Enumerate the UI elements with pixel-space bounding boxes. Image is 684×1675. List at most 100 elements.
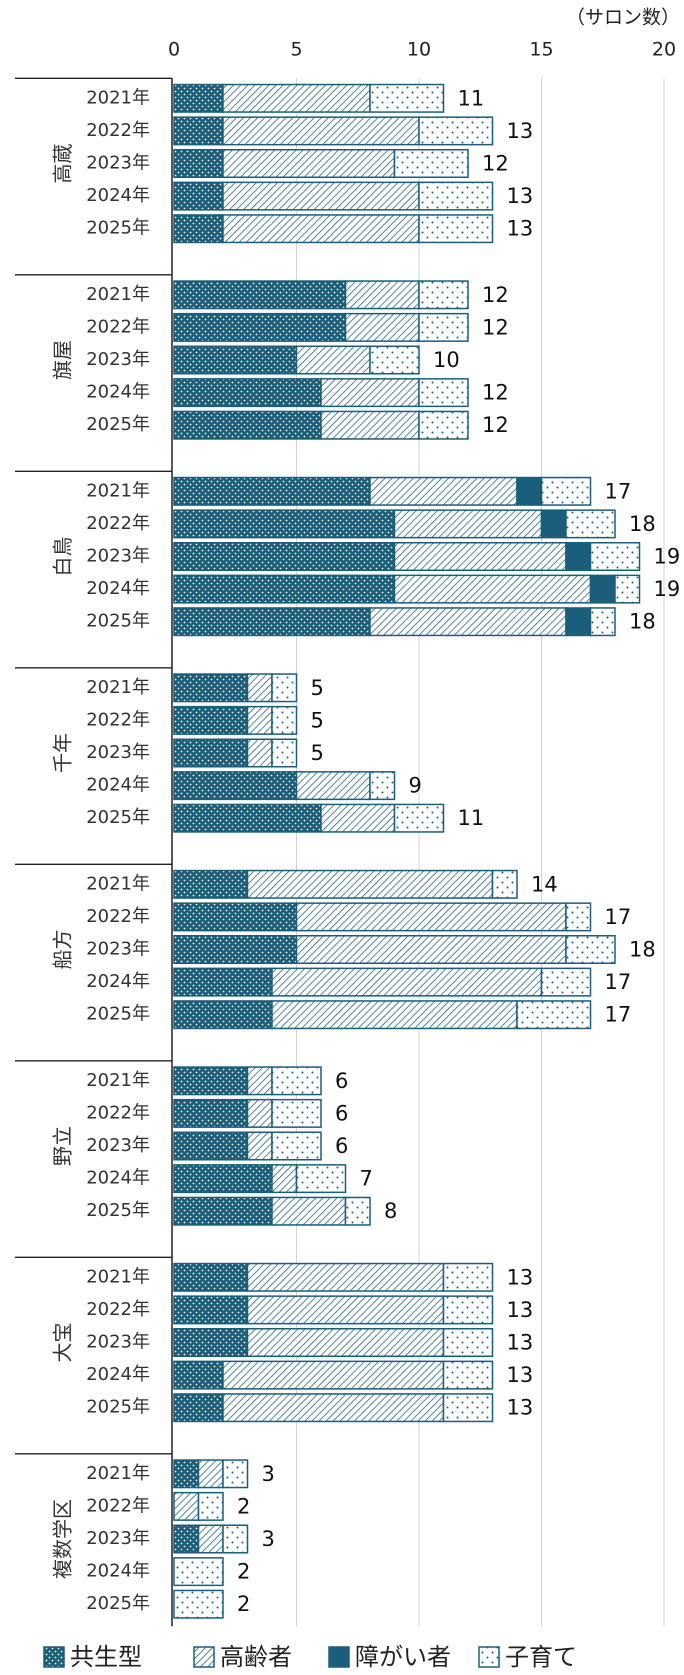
legend-swatch: [43, 1646, 65, 1668]
total-label: 12: [482, 381, 509, 405]
legend-swatch: [193, 1646, 215, 1668]
bar-segment: [246, 705, 273, 735]
bar-segment: [173, 1000, 273, 1030]
bar-segment: [246, 1295, 445, 1325]
total-label: 2: [237, 1592, 250, 1616]
group-label: 白鳥: [51, 537, 75, 577]
y-tick-label: 2024年: [86, 971, 150, 992]
bar-segment: [246, 869, 494, 899]
group-label: 大宝: [51, 1323, 75, 1363]
total-label: 18: [629, 512, 656, 536]
bar-segment: [173, 149, 224, 178]
bar-segment: [197, 1491, 224, 1521]
total-label: 13: [507, 1331, 534, 1355]
bar-segment: [173, 771, 298, 801]
bar-segment: [173, 378, 322, 408]
y-tick-label: 2024年: [86, 1561, 150, 1582]
bar-segment: [173, 1262, 249, 1292]
x-tick-label: 0: [168, 39, 180, 61]
bar-segment: [173, 1295, 249, 1325]
bar-segment: [173, 574, 396, 604]
bar-segment: [393, 509, 543, 539]
bar-segment: [246, 1131, 273, 1161]
bar-segment: [418, 181, 494, 211]
total-label: 13: [507, 1396, 534, 1420]
bar-segment: [173, 345, 298, 375]
bar-segment: [173, 607, 371, 637]
bar-segment: [222, 83, 371, 113]
bar-segment: [271, 1164, 298, 1194]
y-tick-label: 2022年: [86, 1299, 150, 1320]
group-label: 千年: [51, 733, 75, 773]
bar-segment: [589, 542, 641, 571]
bar-segment: [173, 1098, 249, 1128]
group-label: 野立: [51, 1126, 75, 1166]
bar-segment: [442, 1328, 494, 1357]
bar-segment: [295, 935, 567, 964]
total-label: 5: [311, 741, 324, 765]
bar-segment: [197, 1524, 224, 1554]
bar-segment: [173, 1524, 200, 1554]
bar-segment: [589, 607, 616, 637]
bar-segment: [565, 902, 592, 932]
bar-segment: [565, 935, 616, 964]
bar-segment: [295, 345, 371, 375]
y-tick-label: 2023年: [86, 742, 150, 763]
bar-segment: [271, 1098, 322, 1128]
y-tick-label: 2022年: [86, 709, 150, 730]
bar-segment: [173, 673, 249, 703]
y-tick-label: 2021年: [86, 873, 150, 894]
y-tick-label: 2024年: [86, 185, 150, 206]
bar-segment: [565, 542, 592, 571]
y-tick-label: 2021年: [86, 1463, 150, 1484]
bar-segment: [173, 1328, 249, 1357]
y-tick-label: 2023年: [86, 939, 150, 960]
y-tick-label: 2025年: [86, 807, 150, 828]
y-tick-label: 2025年: [86, 1397, 150, 1418]
bar-segment: [197, 1459, 224, 1489]
bar-segment: [246, 1262, 445, 1292]
bar-segment: [369, 476, 518, 506]
bar-segment: [393, 149, 469, 178]
bar-segment: [246, 738, 273, 768]
legend-label: 子育て: [505, 1643, 577, 1671]
legend: 共生型 高齢者 障がい者 子育て: [43, 1643, 577, 1671]
bar-segment: [418, 312, 469, 342]
y-tick-label: 2021年: [86, 284, 150, 305]
total-label: 6: [335, 1069, 348, 1093]
total-label: 13: [507, 1265, 534, 1289]
bar-segment: [173, 705, 249, 735]
bar-segment: [173, 902, 298, 932]
bar-segment: [540, 476, 592, 506]
bar-segment: [516, 1000, 592, 1030]
unit-label: （サロン数）: [566, 7, 680, 29]
total-label: 8: [384, 1199, 397, 1223]
total-label: 2: [237, 1560, 250, 1584]
bar-segment: [344, 280, 420, 310]
y-tick-label: 2023年: [86, 1332, 150, 1353]
bar-segment: [393, 542, 567, 571]
bar-segment: [173, 738, 249, 768]
total-label: 11: [458, 86, 485, 110]
y-tick-label: 2023年: [86, 153, 150, 174]
bar-segment: [173, 509, 396, 539]
bar-segment: [222, 116, 420, 146]
bar-segment: [320, 803, 396, 833]
bar-segment: [271, 1000, 518, 1030]
total-label: 14: [531, 872, 558, 896]
bar-segment: [271, 673, 298, 703]
total-label: 13: [507, 184, 534, 208]
bar-segment: [173, 1393, 224, 1423]
total-label: 7: [360, 1167, 373, 1191]
total-label: 17: [605, 905, 632, 929]
bar-segment: [271, 1131, 322, 1161]
bar-segment: [418, 214, 494, 244]
y-tick-label: 2022年: [86, 316, 150, 337]
bar-segment: [369, 83, 445, 113]
total-label: 12: [482, 315, 509, 339]
bar-segment: [173, 967, 273, 997]
bar-segment: [222, 1524, 249, 1554]
legend-label: 共生型: [70, 1643, 142, 1671]
total-label: 10: [433, 348, 460, 372]
y-tick-label: 2022年: [86, 1102, 150, 1123]
